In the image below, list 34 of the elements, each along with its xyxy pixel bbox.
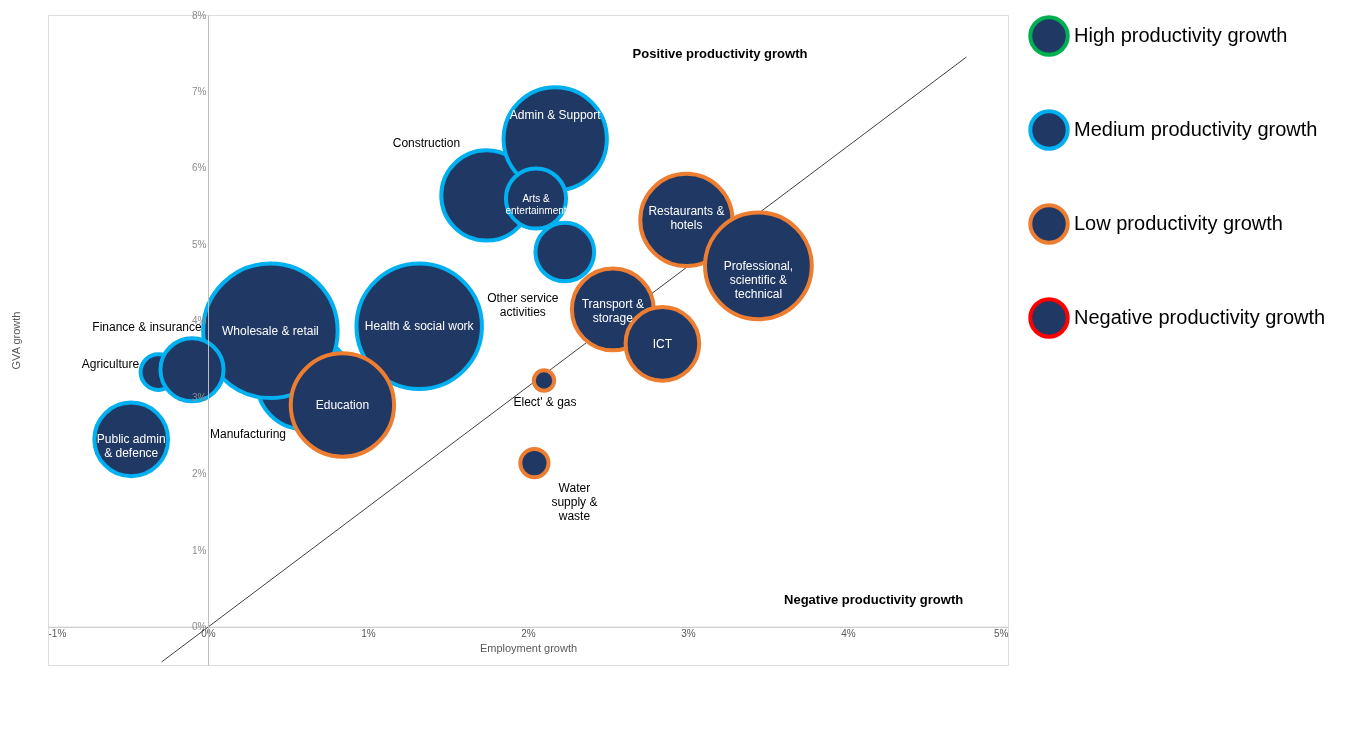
data-label: Admin & Support — [509, 107, 602, 122]
data-label: Restaurants & hotels — [648, 203, 725, 232]
data-label: Health & social work — [364, 319, 475, 334]
legend-label: High productivity growth — [1074, 24, 1288, 46]
legend-label: Medium productivity growth — [1074, 118, 1318, 140]
x-tick-label: -1% — [48, 628, 67, 640]
legend-label: Low productivity growth — [1074, 212, 1283, 234]
x-tick-label: 2% — [521, 628, 536, 640]
x-tick-label: 1% — [361, 628, 376, 640]
data-label: Professional, scientific & technical — [723, 258, 794, 301]
legend-label: Negative productivity growth — [1074, 306, 1326, 328]
data-label: Elect' & gas — [513, 394, 577, 409]
y-tick-label: 6% — [192, 162, 207, 174]
y-tick-label: 2% — [192, 468, 207, 480]
y-axis-title: GVA growth — [10, 311, 23, 370]
data-label: Manufacturing — [209, 427, 287, 442]
y-tick-label: 7% — [192, 85, 207, 97]
data-label: Transport & storage — [581, 297, 644, 326]
data-label: Water supply & waste — [551, 481, 598, 524]
annotation: Positive productivity growth — [632, 46, 808, 61]
data-label: Construction — [392, 136, 461, 151]
data-label: Agriculture — [81, 357, 140, 372]
data-label: Other service activities — [487, 291, 559, 320]
y-tick-label: 8% — [192, 9, 207, 21]
x-tick-label: 5% — [994, 628, 1009, 640]
data-label: ICT — [652, 336, 673, 351]
data-label: Wholesale & retail — [222, 323, 319, 338]
annotation: Negative productivity growth — [784, 592, 964, 607]
y-tick-label: 5% — [192, 238, 207, 250]
data-label: Public admin & defence — [96, 432, 166, 461]
x-axis-title: Employment growth — [479, 642, 578, 655]
x-tick-label: 4% — [841, 628, 856, 640]
x-tick-label: 3% — [681, 628, 696, 640]
y-tick-label: 1% — [192, 544, 207, 556]
